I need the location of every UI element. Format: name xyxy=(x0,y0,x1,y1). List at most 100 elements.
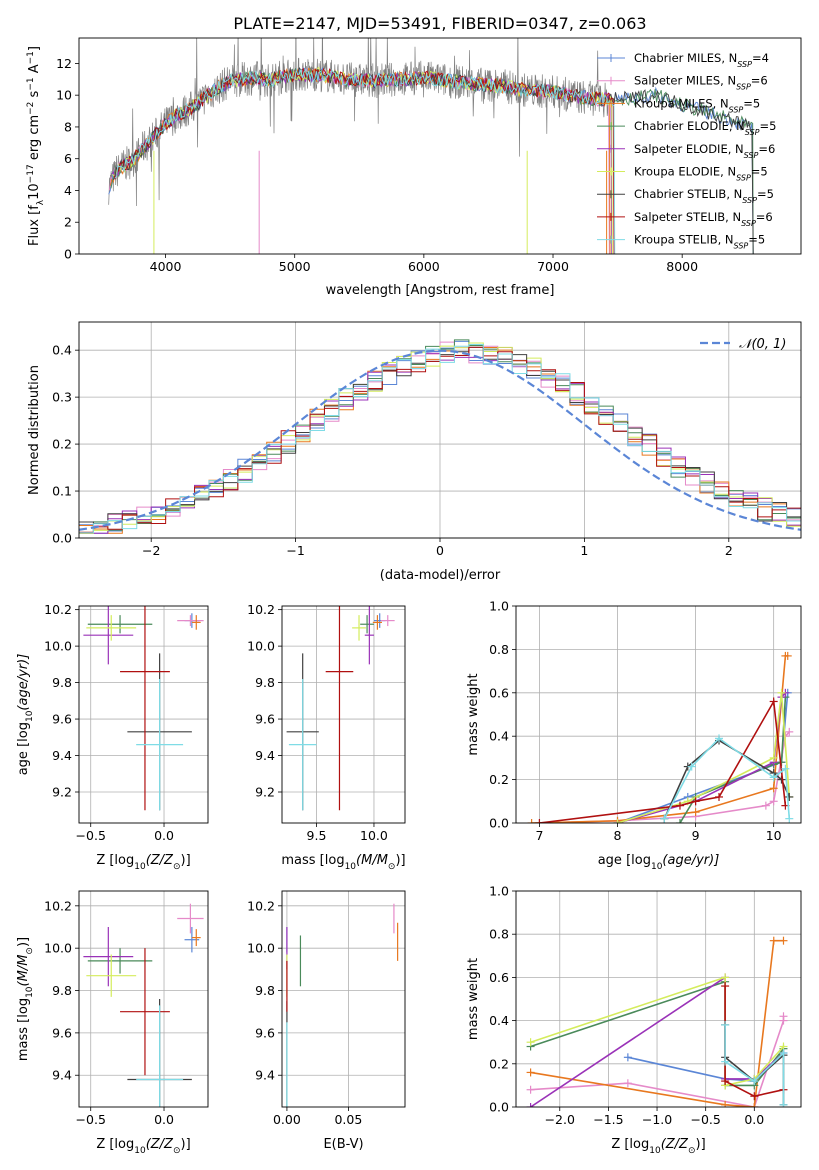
legend-entry: Kroupa MILES, NSSP=5 xyxy=(634,96,760,114)
mass_vs_Z-frame xyxy=(78,890,209,1108)
weight-series-8 xyxy=(663,737,791,820)
x-tick-label: 0.05 xyxy=(334,1112,362,1127)
age_vs_Z-frame xyxy=(78,605,209,824)
x-tick-label: 8000 xyxy=(666,259,698,274)
x-tick-label: −2.0 xyxy=(545,1112,575,1127)
x-tick-label: 9 xyxy=(692,828,700,843)
legend-entry: Salpeter STELIB, NSSP=6 xyxy=(634,210,773,228)
x-tick-label: 4000 xyxy=(150,259,182,274)
y-tick-label: 9.6 xyxy=(52,1025,72,1040)
y-tick-label: 9.6 xyxy=(52,712,72,727)
y-tick-label: 10.0 xyxy=(44,941,72,956)
weight_vs_Z-frame xyxy=(515,890,802,1108)
y-tick-label: 9.2 xyxy=(255,785,275,800)
y-tick-label: 1.0 xyxy=(489,884,509,899)
y-tick-label: 8 xyxy=(64,119,72,134)
spectrum-xlabel: wavelength [Angstrom, rest frame] xyxy=(326,283,555,298)
y-tick-label: 9.8 xyxy=(52,983,72,998)
x-tick-label: 9.5 xyxy=(307,828,327,843)
y-tick-label: 0.8 xyxy=(489,927,509,942)
mass_vs_ebv-frame xyxy=(281,890,406,1108)
y-tick-label: 9.8 xyxy=(255,983,275,998)
legend-entry: Salpeter MILES, NSSP=6 xyxy=(634,74,768,92)
age_vs_Z-points xyxy=(83,606,204,811)
y-tick-label: 0.4 xyxy=(489,729,509,744)
y-tick-label: 10 xyxy=(56,88,72,103)
y-tick-label: 0.8 xyxy=(489,642,509,657)
x-tick-label: −1.5 xyxy=(593,1112,623,1127)
y-tick-label: 9.8 xyxy=(52,675,72,690)
mass_vs_ebv-points xyxy=(286,903,399,1107)
y-tick-label: 10.0 xyxy=(247,639,275,654)
y-tick-label: 10.2 xyxy=(44,602,72,617)
weight_vs_Z-lines xyxy=(526,936,788,1107)
spectrum-frame xyxy=(78,37,802,255)
x-tick-label: 10.0 xyxy=(360,828,388,843)
y-tick-label: 9.4 xyxy=(255,1068,275,1083)
x-tick-label: −2 xyxy=(142,543,160,558)
mass_vs_Z-xlabel: Z [log10(Z/Z⊙)] xyxy=(96,1137,190,1156)
age_vs_Z-axes: −0.5 0.0 9.2 9.4 9.6 9.8 10.0 10.2 xyxy=(44,602,208,843)
weight_vs_age-lines xyxy=(527,651,794,823)
y-tick-label: 9.4 xyxy=(52,748,72,763)
weight-series-5 xyxy=(617,692,791,823)
weight_vs_age-xlabel: age [log10(age/yr)] xyxy=(598,853,720,872)
spectrum-axes: 4000 5000 6000 7000 8000 0 2 4 6 8 10 12 xyxy=(56,56,698,274)
y-tick-label: 10.2 xyxy=(247,602,275,617)
y-tick-label: 0.4 xyxy=(52,343,72,358)
x-tick-label: 0.0 xyxy=(154,828,174,843)
x-tick-label: 10 xyxy=(766,828,782,843)
spectrum-ylabel: Flux [fλ10−17 erg cm−2 s−1 A−1] xyxy=(26,46,46,246)
y-tick-label: 0.6 xyxy=(489,970,509,985)
y-tick-label: 10.2 xyxy=(44,898,72,913)
x-tick-label: 0 xyxy=(436,543,444,558)
spectrum-lines xyxy=(108,38,754,254)
y-tick-label: 0.0 xyxy=(489,1100,509,1115)
weight_vs_age-axes: 7 8 9 10 0.0 0.2 0.4 0.6 0.8 1.0 xyxy=(489,599,801,843)
x-tick-label: 0.0 xyxy=(744,1112,764,1127)
residual_hist-axes: −2 −1 0 1 2 0.0 0.1 0.2 0.3 0.4 xyxy=(52,322,801,558)
mass_vs_Z-ylabel: mass [log10(M/M⊙)] xyxy=(16,937,35,1061)
y-tick-label: 10.0 xyxy=(44,639,72,654)
y-tick-label: 0.2 xyxy=(489,772,509,787)
weight_vs_Z-ylabel: mass weight xyxy=(466,958,481,1040)
y-tick-label: 12 xyxy=(56,56,72,71)
spectrum-legend: Chabrier MILES, NSSP=4 Salpeter MILES, NS… xyxy=(597,51,776,250)
mass_vs_Z-points xyxy=(83,903,204,1107)
y-tick-label: 9.2 xyxy=(52,785,72,800)
age_vs_mass-xlabel: mass [log10(M/M⊙)] xyxy=(281,853,405,872)
x-tick-label: 7000 xyxy=(537,259,569,274)
y-tick-label: 1.0 xyxy=(489,599,509,614)
legend-entry: Chabrier STELIB, NSSP=5 xyxy=(634,187,774,205)
x-tick-label: 5000 xyxy=(279,259,311,274)
y-tick-label: 2 xyxy=(64,215,72,230)
weight-series-7 xyxy=(539,698,787,823)
y-tick-label: 9.6 xyxy=(255,712,275,727)
weight_vs_age-ylabel: mass weight xyxy=(466,673,481,755)
legend-entry: Chabrier ELODIE, NSSP=5 xyxy=(634,119,776,137)
x-tick-label: 6000 xyxy=(408,259,440,274)
age_vs_Z-xlabel: Z [log10(Z/Z⊙)] xyxy=(96,853,190,872)
histogram-steps xyxy=(79,339,801,534)
histogram-xlabel: (data-model)/error xyxy=(380,568,501,583)
weight_vs_age-frame xyxy=(515,605,802,824)
x-tick-label: 0.0 xyxy=(154,1112,174,1127)
figure-title: PLATE=2147, MJD=53491, FIBERID=0347, z=0… xyxy=(233,14,646,33)
legend-entry: Kroupa ELODIE, NSSP=5 xyxy=(634,165,768,183)
histogram-series-8 xyxy=(79,343,801,534)
mass_vs_ebv-axes: 0.00 0.05 9.4 9.6 9.8 10.0 10.2 xyxy=(247,891,405,1127)
y-tick-label: 0.1 xyxy=(52,484,72,499)
x-tick-label: 0.00 xyxy=(273,1112,301,1127)
legend-entry: Salpeter ELODIE, NSSP=6 xyxy=(634,142,775,160)
x-tick-label: −0.5 xyxy=(76,1112,106,1127)
y-tick-label: 9.8 xyxy=(255,675,275,690)
y-tick-label: 6 xyxy=(64,151,72,166)
x-tick-label: −0.5 xyxy=(76,828,106,843)
weight-series-2 xyxy=(531,655,788,823)
y-tick-label: 9.6 xyxy=(255,1025,275,1040)
model-spectrum-6 xyxy=(112,66,754,254)
weight_vs_Z-axes: −2.0 −1.5 −1.0 −0.5 0.0 0.0 0.2 0.4 0.6 0.8 1.0 xyxy=(489,884,801,1127)
y-tick-label: 0.0 xyxy=(489,816,509,831)
mass_vs_Z-axes: −0.5 0.0 9.4 9.6 9.8 10.0 10.2 xyxy=(44,891,208,1127)
